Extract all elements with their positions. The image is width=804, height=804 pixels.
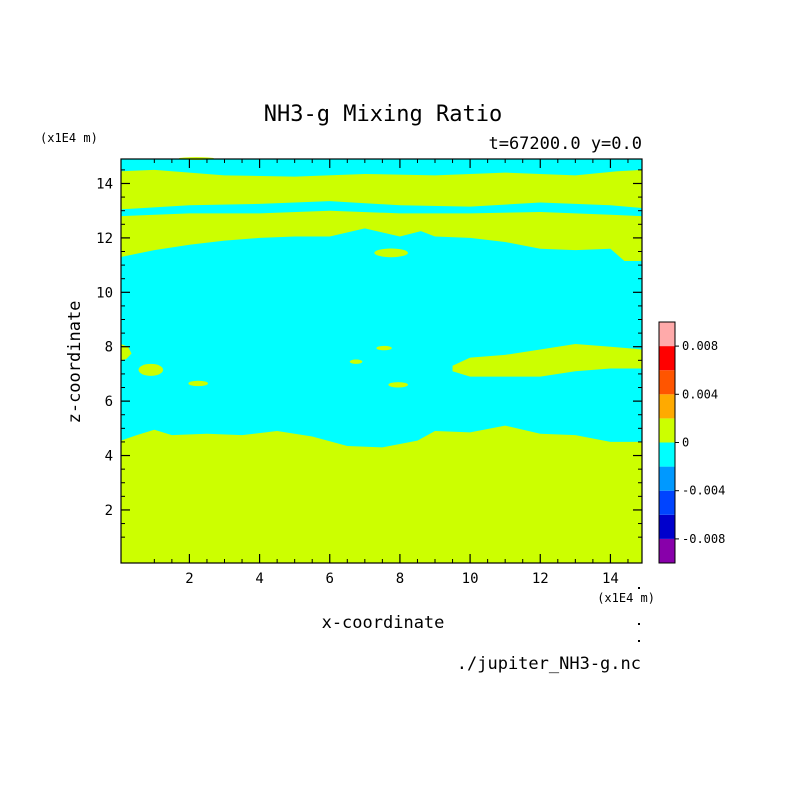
chart-subtitle: t=67200.0 y=0.0 bbox=[488, 134, 642, 154]
x-tick-label: 8 bbox=[396, 571, 404, 587]
y-tick-label: 14 bbox=[96, 176, 113, 192]
colorbar: -0.008 -0.004 0 0.004 0.008 bbox=[658, 321, 725, 564]
colorbar-swatch bbox=[659, 322, 675, 347]
colorbar-tick-label: -0.004 bbox=[682, 484, 725, 498]
colorbar-swatch bbox=[659, 346, 675, 371]
colorbar-swatch bbox=[659, 514, 675, 539]
colorbar-tick-label: 0.008 bbox=[682, 339, 718, 353]
y-tick-label: 8 bbox=[105, 340, 113, 356]
colorbar-swatch bbox=[659, 538, 675, 563]
x-tick-label: 10 bbox=[462, 571, 479, 587]
positive-island-3 bbox=[349, 359, 363, 364]
y-tick-label: 2 bbox=[105, 503, 113, 519]
colorbar-swatch bbox=[659, 442, 675, 467]
negative-strip-region-2 bbox=[121, 159, 642, 177]
decorative-dots bbox=[638, 587, 640, 642]
x-tick-label: 4 bbox=[255, 571, 263, 587]
y-tick-label: 12 bbox=[96, 231, 113, 247]
plot-frame bbox=[120, 158, 643, 564]
positive-lobe-right bbox=[452, 343, 642, 377]
x-tick-label: 6 bbox=[326, 571, 334, 587]
x-tick-label: 12 bbox=[532, 571, 549, 587]
colorbar-tick-label: 0 bbox=[682, 436, 689, 450]
x-axis-label: x-coordinate bbox=[322, 613, 445, 633]
y-tick-label: 6 bbox=[105, 394, 113, 410]
plot-area bbox=[121, 157, 642, 563]
positive-island-5 bbox=[388, 382, 408, 388]
colorbar-swatch bbox=[659, 394, 675, 419]
colorbar-tick-label: -0.008 bbox=[682, 532, 725, 546]
colorbar-swatch bbox=[659, 418, 675, 443]
colorbar-swatch bbox=[659, 466, 675, 491]
positive-island-6 bbox=[374, 248, 408, 258]
positive-island-2 bbox=[188, 380, 209, 387]
colorbar-tick-label: 0.004 bbox=[682, 387, 718, 401]
x-tick-label: 2 bbox=[185, 571, 193, 587]
source-file-label: ./jupiter_NH3-g.nc bbox=[457, 654, 641, 674]
x-tick-label: 14 bbox=[602, 571, 619, 587]
positive-lobe-left bbox=[121, 343, 132, 361]
positive-island-1 bbox=[138, 363, 164, 376]
y-tick-label: 4 bbox=[105, 449, 113, 465]
chart-title: NH3-g Mixing Ratio bbox=[264, 102, 502, 127]
x-unit-label: (x1E4 m) bbox=[597, 591, 655, 605]
positive-island-4 bbox=[376, 345, 392, 351]
y-tick-label: 10 bbox=[96, 285, 113, 301]
y-unit-label: (x1E4 m) bbox=[40, 131, 98, 145]
colorbar-swatch bbox=[659, 370, 675, 395]
negative-strip-region-1 bbox=[121, 201, 642, 217]
y-axis-label: z-coordinate bbox=[65, 301, 85, 424]
colorbar-swatch bbox=[659, 490, 675, 515]
negative-band-region bbox=[121, 228, 642, 448]
axes: 2 4 6 8 10 12 14 2 4 6 8 10 12 14 bbox=[96, 158, 643, 587]
